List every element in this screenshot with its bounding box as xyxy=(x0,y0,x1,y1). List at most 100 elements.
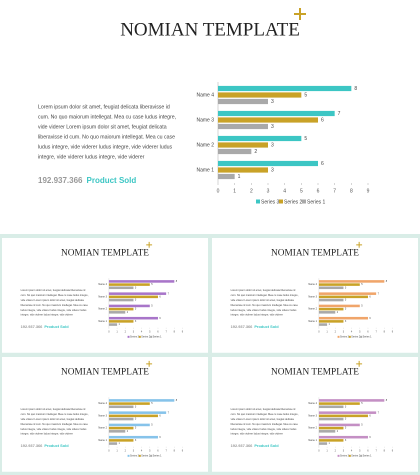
slide-title: NOMIAN TEMPLATE xyxy=(61,248,149,258)
stat: 192.937.366 Product Sold xyxy=(38,176,136,185)
category-label: Name 2 xyxy=(196,142,214,148)
value-label: 3 xyxy=(345,418,347,421)
body-line: liberavisse id cum. No quo maiorum intel… xyxy=(38,134,175,140)
category-label: Name 3 xyxy=(308,415,317,418)
x-tick-label: 9 xyxy=(182,330,184,333)
body-line: ludus integre, vide viderer ludus integr… xyxy=(38,144,172,150)
thumbnail: NOMIAN TEMPLATE Lorem ipsum dolor sit ame… xyxy=(2,238,209,353)
plus-icon xyxy=(356,360,363,367)
x-tick-label: 0 xyxy=(217,188,220,194)
x-tick-label: 1 xyxy=(326,330,328,333)
legend-label: Series 3 xyxy=(261,199,280,205)
x-tick-label: 7 xyxy=(375,449,377,452)
body-line: vide viderer Lorem ipsum dolor sit amet,… xyxy=(231,298,295,302)
bar xyxy=(108,320,134,323)
category-label: Name 1 xyxy=(196,167,214,173)
slide-title: NOMIAN TEMPLATE xyxy=(271,367,359,377)
legend-label: Series 2 xyxy=(351,336,361,339)
value-label: 2 xyxy=(254,149,257,155)
bar xyxy=(318,423,360,427)
plus-icon xyxy=(356,241,363,248)
value-label: 1 xyxy=(119,323,121,326)
legend-label: Series 1 xyxy=(363,336,373,339)
value-label: 1 xyxy=(329,323,331,326)
value-label: 7 xyxy=(378,292,380,295)
bar xyxy=(318,298,344,302)
legend-swatch xyxy=(138,454,141,457)
bar xyxy=(108,414,158,418)
bar xyxy=(318,307,344,311)
value-label: 3 xyxy=(345,286,347,289)
bar xyxy=(318,426,344,430)
stat-label: Product Sold xyxy=(254,443,279,448)
x-tick-label: 4 xyxy=(283,188,286,194)
bar xyxy=(318,283,360,286)
bar xyxy=(108,292,167,295)
thumbnail: NOMIAN TEMPLATE Lorem ipsum dolor sit ame… xyxy=(212,238,419,353)
category-label: Name 1 xyxy=(98,439,107,442)
bar xyxy=(108,298,134,302)
value-label: 5 xyxy=(151,305,153,308)
value-label: 5 xyxy=(361,305,363,308)
legend-label: Series 1 xyxy=(153,336,163,339)
thumbnail: NOMIAN TEMPLATE Lorem ipsum dolor sit ame… xyxy=(212,357,419,472)
bar xyxy=(218,92,302,98)
bar xyxy=(218,167,268,173)
bar xyxy=(108,283,150,286)
x-tick-label: 7 xyxy=(375,330,377,333)
x-tick-label: 7 xyxy=(165,330,167,333)
body-line: Lorem ipsum dolor sit amet, feugiat deli… xyxy=(21,407,86,411)
x-tick-label: 0 xyxy=(318,449,320,452)
stat-label: Product Sold xyxy=(87,176,137,185)
thumbnail: NOMIAN TEMPLATE Lorem ipsum dolor sit ame… xyxy=(2,357,209,472)
body-line: Lorem ipsum dolor sit amet, feugiat deli… xyxy=(38,104,170,110)
slide-title: NOMIAN TEMPLATE xyxy=(61,367,149,377)
value-label: 2 xyxy=(127,311,129,314)
bar xyxy=(318,316,368,320)
legend-swatch xyxy=(302,199,306,204)
body-line: vide viderer Lorem ipsum dolor sit amet,… xyxy=(21,298,85,302)
value-label: 6 xyxy=(159,436,161,439)
value-label: 3 xyxy=(345,320,347,323)
bar xyxy=(218,173,235,180)
bar xyxy=(318,311,336,314)
value-label: 3 xyxy=(135,418,137,421)
legend-swatch xyxy=(127,335,130,338)
bar xyxy=(318,280,385,283)
bar xyxy=(108,417,134,421)
value-label: 7 xyxy=(168,411,170,414)
body-line: ludus integre, vide viderer ludus integr… xyxy=(21,308,88,312)
value-label: 3 xyxy=(135,405,137,408)
legend-swatch xyxy=(138,335,141,338)
category-label: Name 3 xyxy=(196,117,214,123)
category-label: Name 3 xyxy=(308,296,317,299)
x-tick-label: 0 xyxy=(108,330,110,333)
value-label: 3 xyxy=(345,299,347,302)
value-label: 6 xyxy=(159,317,161,320)
x-tick-label: 5 xyxy=(359,330,361,333)
legend-label: Series 3 xyxy=(130,455,140,458)
category-label: Name 2 xyxy=(308,308,317,311)
bar xyxy=(108,399,175,402)
body-line: integre, vide viderer ludus integre, vid… xyxy=(231,432,283,436)
body-line: cum. No quo maiorum intellegat. Mea cu c… xyxy=(21,412,89,416)
x-tick-label: 5 xyxy=(149,330,151,333)
bar xyxy=(318,323,328,326)
bar xyxy=(218,142,268,148)
x-tick-label: 0 xyxy=(318,330,320,333)
body-line: liberavisse id cum. No quo maiorum intel… xyxy=(21,422,89,426)
value-label: 3 xyxy=(345,308,347,311)
value-label: 2 xyxy=(337,311,339,314)
x-tick-label: 1 xyxy=(326,449,328,452)
bar xyxy=(218,135,302,142)
value-label: 3 xyxy=(345,439,347,442)
bar xyxy=(108,442,118,445)
x-tick-label: 9 xyxy=(367,188,370,194)
stat-number: 192.937.366 xyxy=(231,324,254,329)
x-tick-label: 7 xyxy=(165,449,167,452)
value-label: 5 xyxy=(361,283,363,286)
value-label: 6 xyxy=(369,415,371,418)
category-label: Name 1 xyxy=(98,320,107,323)
bar xyxy=(108,426,134,430)
value-label: 5 xyxy=(151,283,153,286)
